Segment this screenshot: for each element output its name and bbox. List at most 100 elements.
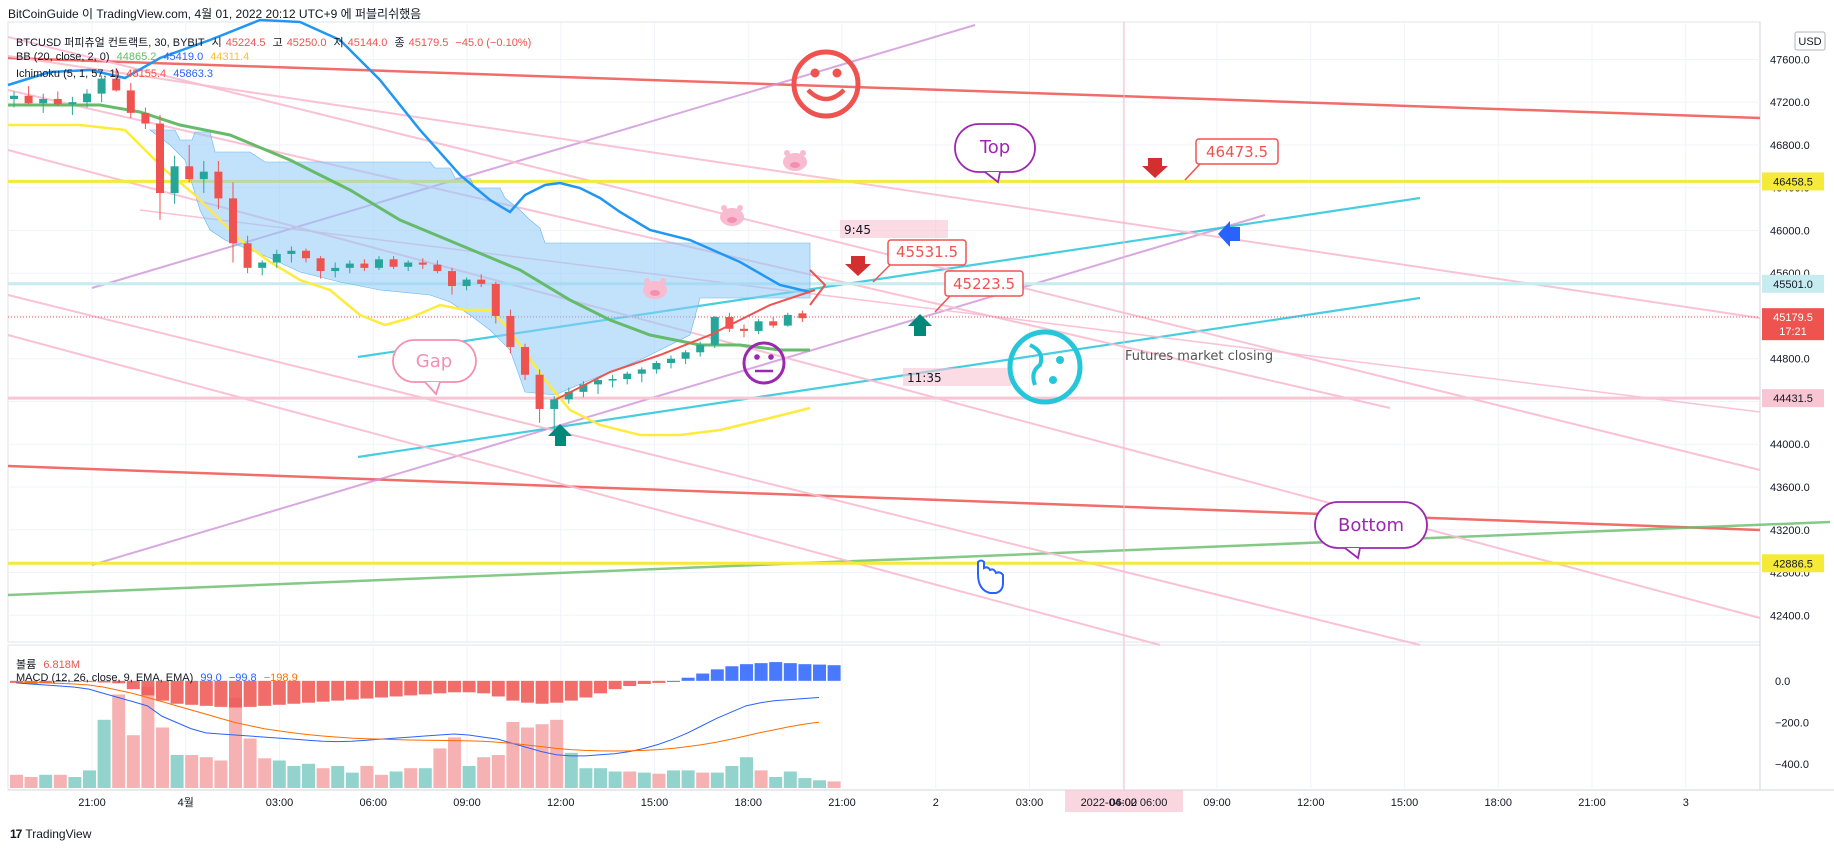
callout-45531[interactable]: 45531.5 (872, 239, 967, 283)
candle-body[interactable] (24, 95, 33, 104)
pink-trendline-2[interactable] (7, 334, 1161, 646)
macd-legend[interactable]: MACD (12, 26, close, 9, EMA, EMA) 99.0 −… (16, 672, 302, 684)
pink-trendline-1[interactable] (7, 294, 1421, 646)
candle-body[interactable] (637, 369, 646, 374)
candle-body[interactable] (39, 98, 48, 104)
callout-45223[interactable]: 45223.5 (934, 270, 1024, 313)
candle-body[interactable] (214, 171, 223, 199)
pink-trendline-4[interactable] (7, 55, 1761, 319)
volume-bar (710, 772, 724, 788)
macd-tick: 0.0 (1775, 676, 1790, 688)
tradingview-brand[interactable]: 17 TradingView (10, 827, 91, 841)
candle-body[interactable] (68, 102, 77, 105)
time-tick: 15:00 (641, 797, 669, 809)
candle-body[interactable] (141, 112, 150, 124)
candle-body[interactable] (272, 253, 281, 263)
volume-bar (681, 770, 695, 788)
arrow-down-icon (1142, 158, 1168, 178)
candle-body[interactable] (448, 271, 456, 287)
candle-body[interactable] (564, 391, 573, 400)
macd-hist-bar (141, 680, 155, 696)
macd-hist-bar (39, 680, 53, 683)
purple-trendline-lower[interactable] (91, 214, 1266, 566)
candlestick-series[interactable] (10, 67, 807, 432)
macd-hist-bar (375, 680, 388, 698)
candle-body[interactable] (798, 313, 807, 319)
macd-hist-bar (83, 680, 96, 682)
high-label: 고 (272, 37, 283, 49)
candle-body[interactable] (287, 250, 296, 254)
candle-body[interactable] (550, 399, 559, 409)
candle-body[interactable] (199, 171, 208, 180)
gap-bubble[interactable]: Gap (392, 339, 477, 396)
candle-body[interactable] (126, 90, 135, 113)
level-label-box (1762, 554, 1824, 573)
time-axis[interactable]: 21:00 4월 03:00 06:00 09:00 12:00 15:00 18:00 21:… (78, 796, 1689, 809)
candle-body[interactable] (433, 264, 442, 272)
candle-body[interactable] (185, 166, 194, 180)
candle-body[interactable] (783, 314, 792, 326)
candle-body[interactable] (345, 263, 354, 268)
candle-body[interactable] (477, 279, 486, 284)
candle-body[interactable] (579, 384, 588, 392)
candle-body[interactable] (156, 123, 164, 194)
candle-body[interactable] (83, 93, 91, 103)
bb-legend[interactable]: BB (20, close, 2, 0) 44865.2 45419.0 443… (16, 51, 253, 63)
candle-body[interactable] (10, 95, 18, 99)
candle-body[interactable] (258, 262, 267, 268)
candle-body[interactable] (97, 78, 106, 94)
candle-body[interactable] (725, 317, 734, 329)
level-label: 46458.5 (1773, 176, 1813, 188)
candle-body[interactable] (462, 279, 471, 287)
candle-body[interactable] (652, 363, 661, 370)
green-trendline[interactable] (7, 520, 1831, 597)
candle-body[interactable] (754, 321, 763, 331)
candle-body[interactable] (375, 259, 383, 268)
candle-body[interactable] (302, 250, 310, 259)
volume-bar (477, 757, 491, 788)
volume-bar (331, 766, 345, 788)
candle-body[interactable] (53, 98, 62, 105)
callout-46473[interactable]: 46473.5 (1184, 138, 1279, 181)
macd-hist-bar (243, 680, 257, 707)
ichimoku-legend[interactable]: Ichimoku (5, 1, 57, 1) 45155.4 45863.3 (16, 68, 217, 80)
cyan-channel-lower[interactable] (357, 296, 1421, 459)
candle-body[interactable] (769, 321, 778, 326)
publish-info: BitCoinGuide 이 TradingView.com, 4월 01, 2… (8, 7, 422, 21)
candle-body[interactable] (623, 373, 632, 380)
candle-body[interactable] (112, 78, 121, 91)
volume-legend[interactable]: 볼륨 6.818M (16, 656, 84, 672)
candle-body[interactable] (681, 352, 690, 359)
candle-body[interactable] (389, 259, 398, 267)
volume-bar (696, 772, 710, 788)
support-trendline[interactable] (7, 464, 1761, 532)
candle-body[interactable] (506, 315, 515, 347)
candle-body[interactable] (740, 328, 748, 331)
candle-body[interactable] (170, 166, 179, 194)
candle-body[interactable] (360, 263, 369, 268)
candle-body[interactable] (608, 379, 617, 381)
candle-body[interactable] (535, 374, 544, 409)
currency-badge[interactable]: USD (1794, 31, 1826, 51)
candle-body[interactable] (404, 262, 413, 267)
candle-body[interactable] (521, 346, 529, 375)
candle-body[interactable] (243, 243, 252, 268)
candle-body[interactable] (418, 262, 427, 265)
candle-body[interactable] (491, 283, 500, 316)
candle-body[interactable] (316, 258, 325, 272)
callout-46473-text: 46473.5 (1206, 143, 1268, 161)
resistance-trendline[interactable] (7, 56, 1761, 120)
symbol-legend[interactable]: BTCUSD 퍼피츄얼 컨트랙트, 30, BYBIT 시 45224.5 고 45… (16, 34, 535, 50)
price-axis[interactable]: 47600.047200.046800.046400.046000.045600… (1770, 54, 1810, 622)
candle-body[interactable] (594, 380, 602, 385)
volume-bar (448, 737, 461, 788)
candle-body[interactable] (667, 358, 675, 363)
volume-bar (360, 766, 374, 788)
candle-body[interactable] (331, 267, 340, 272)
candle-body[interactable] (229, 198, 237, 244)
top-bubble[interactable]: Top (954, 123, 1036, 184)
bottom-bubble[interactable]: Bottom (1314, 501, 1428, 560)
candle-body[interactable] (710, 317, 719, 345)
candle-body[interactable] (696, 344, 705, 353)
